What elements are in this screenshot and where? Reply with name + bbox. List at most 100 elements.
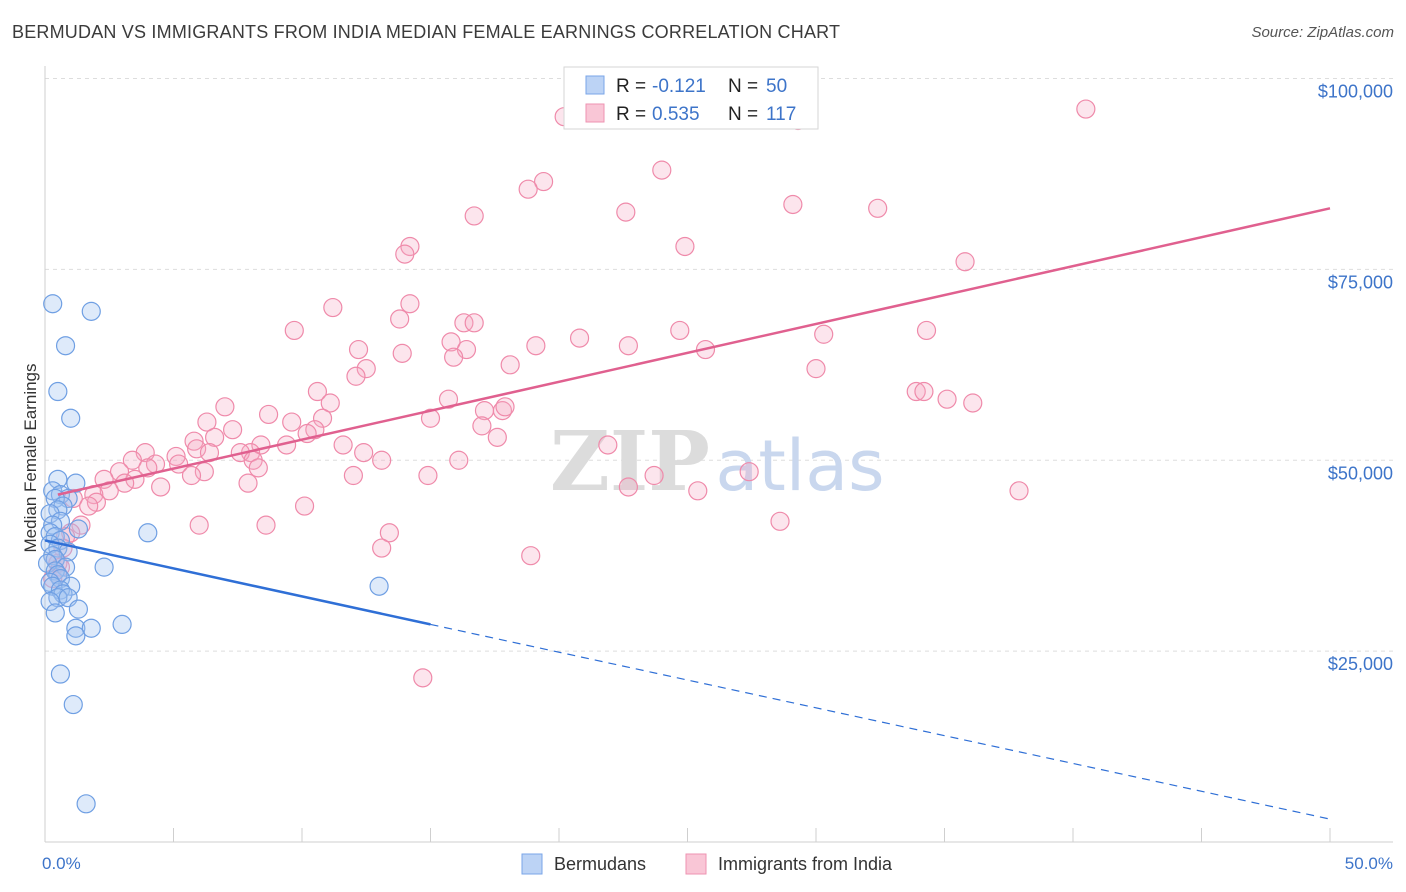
legend-bermudans-label[interactable]: Bermudans — [554, 854, 646, 874]
india-point[interactable] — [914, 381, 934, 402]
india-point[interactable] — [770, 511, 790, 531]
india-point[interactable] — [487, 427, 507, 447]
india-point[interactable] — [312, 408, 333, 428]
bermudan-point[interactable] — [112, 614, 132, 635]
india-point[interactable] — [868, 198, 888, 218]
india-point[interactable] — [518, 179, 538, 199]
india-point[interactable] — [379, 523, 399, 543]
india-point[interactable] — [79, 496, 99, 516]
bermudan-point[interactable] — [138, 523, 158, 543]
bermudan-point[interactable] — [45, 603, 65, 623]
india-point[interactable] — [521, 546, 541, 566]
source-label[interactable]: Source: ZipAtlas.com — [1251, 24, 1394, 41]
india-point[interactable] — [223, 420, 243, 440]
india-point[interactable] — [937, 389, 957, 409]
india-point[interactable] — [441, 332, 461, 352]
bermudan-point[interactable] — [81, 301, 101, 321]
india-point[interactable] — [906, 381, 926, 402]
india-point[interactable] — [739, 462, 759, 482]
india-point[interactable] — [449, 450, 469, 470]
bermudan-point[interactable] — [40, 591, 60, 612]
india-point[interactable] — [248, 458, 268, 478]
india-point[interactable] — [618, 336, 638, 356]
india-point[interactable] — [284, 320, 304, 341]
india-point[interactable] — [348, 339, 369, 360]
india-point[interactable] — [197, 412, 217, 432]
india-point[interactable] — [372, 538, 392, 558]
india-point[interactable] — [675, 236, 695, 257]
india-point[interactable] — [814, 324, 834, 344]
india-point[interactable] — [413, 668, 433, 688]
india-point[interactable] — [652, 160, 672, 180]
india-point[interactable] — [320, 393, 340, 413]
india-point[interactable] — [392, 343, 412, 363]
india-point[interactable] — [688, 481, 708, 501]
bermudan-point[interactable] — [63, 694, 83, 715]
india-point[interactable] — [783, 194, 803, 215]
india-point[interactable] — [323, 297, 343, 318]
bermudan-point[interactable] — [43, 294, 63, 314]
india-point[interactable] — [238, 473, 258, 493]
india-point[interactable] — [151, 477, 171, 497]
india-point[interactable] — [444, 347, 464, 367]
india-point[interactable] — [356, 359, 376, 379]
india-point[interactable] — [184, 431, 204, 451]
india-point[interactable] — [495, 397, 515, 417]
india-point[interactable] — [256, 515, 276, 535]
india-point[interactable] — [526, 336, 546, 356]
india-point[interactable] — [189, 515, 209, 535]
bermudan-point[interactable] — [94, 557, 114, 577]
bermudan-point[interactable] — [48, 381, 68, 402]
bermudan-point[interactable] — [48, 469, 68, 489]
legend-bermudans-swatch[interactable] — [521, 853, 543, 875]
bermudan-point[interactable] — [66, 626, 86, 646]
india-point[interactable] — [187, 439, 207, 459]
india-point[interactable] — [618, 477, 638, 497]
india-point[interactable] — [307, 381, 328, 402]
india-point[interactable] — [122, 450, 142, 470]
india-point[interactable] — [333, 435, 353, 455]
bermudan-point[interactable] — [50, 568, 71, 589]
india-point[interactable] — [616, 202, 636, 222]
bermudan-point[interactable] — [61, 408, 81, 428]
bermudan-point[interactable] — [76, 794, 96, 814]
india-point[interactable] — [472, 416, 492, 436]
india-point[interactable] — [390, 309, 410, 329]
bermudan-point[interactable] — [81, 618, 101, 638]
bermudan-point[interactable] — [55, 557, 76, 577]
india-point[interactable] — [500, 355, 520, 375]
india-point[interactable] — [205, 427, 225, 447]
india-point[interactable] — [181, 465, 202, 486]
india-point[interactable] — [282, 412, 302, 432]
india-point[interactable] — [400, 294, 420, 314]
india-point[interactable] — [372, 450, 392, 470]
legend-india-swatch[interactable] — [685, 853, 707, 875]
bermudan-point[interactable] — [66, 473, 86, 493]
bermudan-point[interactable] — [66, 618, 86, 638]
bermudan-point[interactable] — [40, 504, 60, 524]
india-point[interactable] — [294, 496, 315, 516]
india-point[interactable] — [644, 465, 664, 486]
india-point[interactable] — [166, 446, 186, 467]
bermudan-point[interactable] — [68, 599, 89, 619]
india-point[interactable] — [670, 320, 690, 341]
india-point[interactable] — [916, 320, 937, 341]
bermudan-point[interactable] — [43, 515, 63, 535]
india-point[interactable] — [1076, 99, 1096, 119]
india-point[interactable] — [215, 397, 235, 417]
india-point[interactable] — [354, 443, 374, 463]
india-point[interactable] — [258, 404, 279, 425]
india-point[interactable] — [963, 393, 983, 413]
bermudan-point[interactable] — [369, 576, 389, 596]
series-legend[interactable]: Bermudans Immigrants from India — [521, 853, 893, 875]
bermudan-point[interactable] — [55, 336, 76, 356]
india-point[interactable] — [438, 389, 459, 409]
bermudan-point[interactable] — [68, 519, 89, 539]
india-point[interactable] — [395, 244, 415, 264]
india-point[interactable] — [418, 465, 438, 486]
india-point[interactable] — [420, 408, 441, 428]
india-point[interactable] — [598, 435, 618, 455]
india-point[interactable] — [343, 465, 363, 486]
india-point[interactable] — [955, 252, 975, 272]
india-point[interactable] — [806, 359, 826, 379]
